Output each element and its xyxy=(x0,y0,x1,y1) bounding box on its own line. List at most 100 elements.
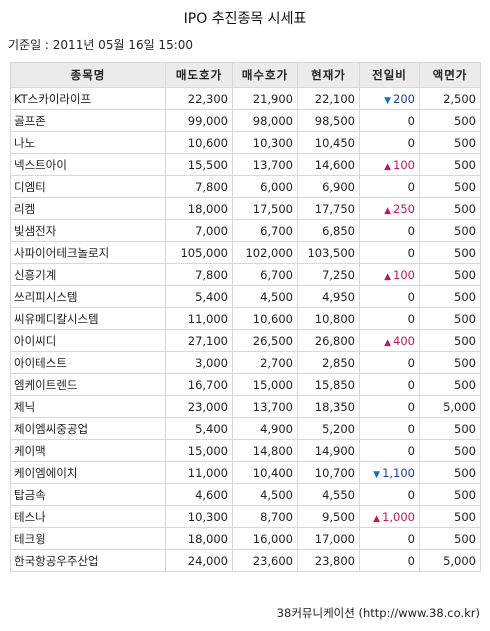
stock-name: 엠케이트렌드 xyxy=(10,373,166,396)
price-change: 0 xyxy=(408,444,415,458)
source-credit: 38커뮤니케이션 (http://www.38.co.kr) xyxy=(276,606,480,620)
price-change: 0 xyxy=(408,246,415,260)
price-change-cell: ▲ 1,000 xyxy=(359,505,420,528)
bid-price: 2,700 xyxy=(232,351,298,374)
stock-name: 아이테스트 xyxy=(10,351,166,374)
current-price: 6,850 xyxy=(297,219,360,242)
price-change: 0 xyxy=(408,422,415,436)
ask-price: 99,000 xyxy=(165,109,233,132)
price-change-value: 100 xyxy=(393,157,415,172)
price-change-cell: 0 xyxy=(359,219,420,242)
ask-price: 18,000 xyxy=(165,197,233,220)
bid-price: 10,400 xyxy=(232,461,298,484)
ask-price: 18,000 xyxy=(165,527,233,550)
table-row: 리켐 18,000 17,500 17,750 ▲ 250 500 xyxy=(10,197,481,220)
price-change: 0 xyxy=(408,356,415,370)
price-change-value: 0 xyxy=(407,443,415,458)
par-value: 5,000 xyxy=(419,549,481,572)
price-change: 0 xyxy=(408,400,415,414)
table-row: 아이씨디 27,100 26,500 26,800 ▲ 400 500 xyxy=(10,329,481,352)
ask-price: 11,000 xyxy=(165,461,233,484)
ask-price: 22,300 xyxy=(165,87,233,110)
price-change-value: 200 xyxy=(393,91,415,106)
stock-name: 케이엠에이치 xyxy=(10,461,166,484)
par-value: 500 xyxy=(419,527,481,550)
stock-name: 신흥기계 xyxy=(10,263,166,286)
par-value: 500 xyxy=(419,307,481,330)
up-triangle-icon: ▲ xyxy=(384,271,392,282)
price-change-cell: 0 xyxy=(359,439,420,462)
ask-price: 10,300 xyxy=(165,505,233,528)
stock-name: 테크윙 xyxy=(10,527,166,550)
bid-price: 8,700 xyxy=(232,505,298,528)
par-value: 500 xyxy=(419,505,481,528)
table-row: 테스나 10,300 8,700 9,500 ▲ 1,000 500 xyxy=(10,505,481,528)
price-change-value: 400 xyxy=(393,333,415,348)
header-par: 액면가 xyxy=(419,62,481,88)
header-bid: 매수호가 xyxy=(232,62,298,88)
table-row: 빛샘전자 7,000 6,700 6,850 0 500 xyxy=(10,219,481,242)
price-change-value: 100 xyxy=(393,267,415,282)
price-change-cell: 0 xyxy=(359,351,420,374)
base-date: 기준일 : 2011년 05월 16일 15:00 xyxy=(8,38,194,52)
current-price: 9,500 xyxy=(297,505,360,528)
bid-price: 4,900 xyxy=(232,417,298,440)
price-change-value: 0 xyxy=(407,487,415,502)
bid-price: 21,900 xyxy=(232,87,298,110)
up-triangle-icon: ▲ xyxy=(384,205,392,216)
header-current: 현재가 xyxy=(297,62,360,88)
current-price: 7,250 xyxy=(297,263,360,286)
bid-price: 14,800 xyxy=(232,439,298,462)
table-row: 넥스트아이 15,500 13,700 14,600 ▲ 100 500 xyxy=(10,153,481,176)
price-change-value: 0 xyxy=(407,399,415,414)
price-change-cell: ▲ 100 xyxy=(359,153,420,176)
price-change: 0 xyxy=(408,378,415,392)
ask-price: 3,000 xyxy=(165,351,233,374)
bid-price: 15,000 xyxy=(232,373,298,396)
table-row: 케이엠에이치 11,000 10,400 10,700 ▼ 1,100 500 xyxy=(10,461,481,484)
par-value: 500 xyxy=(419,417,481,440)
price-change: 0 xyxy=(408,554,415,568)
ask-price: 7,800 xyxy=(165,175,233,198)
bid-price: 98,000 xyxy=(232,109,298,132)
price-change-cell: 0 xyxy=(359,307,420,330)
par-value: 500 xyxy=(419,373,481,396)
table-row: 제이엠씨중공업 5,400 4,900 5,200 0 500 xyxy=(10,417,481,440)
price-change: 0 xyxy=(408,224,415,238)
stock-name: 테스나 xyxy=(10,505,166,528)
par-value: 500 xyxy=(419,175,481,198)
down-triangle-icon: ▼ xyxy=(384,95,392,106)
table-row: 아이테스트 3,000 2,700 2,850 0 500 xyxy=(10,351,481,374)
price-change: ▲ 400 xyxy=(384,334,415,348)
current-price: 18,350 xyxy=(297,395,360,418)
price-change: 0 xyxy=(408,180,415,194)
price-change-value: 1,000 xyxy=(382,509,415,524)
ipo-quote-table: 종목명 매도호가 매수호가 현재가 전일비 액면가 KT스카이라이프 22,300… xyxy=(10,62,481,572)
table-row: 골프존 99,000 98,000 98,500 0 500 xyxy=(10,109,481,132)
bid-price: 17,500 xyxy=(232,197,298,220)
ask-price: 4,600 xyxy=(165,483,233,506)
par-value: 500 xyxy=(419,109,481,132)
price-change-value: 0 xyxy=(407,113,415,128)
table-header-row: 종목명 매도호가 매수호가 현재가 전일비 액면가 xyxy=(10,62,481,88)
price-change-cell: 0 xyxy=(359,527,420,550)
stock-name: 탑금속 xyxy=(10,483,166,506)
stock-name: 사파이어테크놀로지 xyxy=(10,241,166,264)
up-triangle-icon: ▲ xyxy=(384,161,392,172)
stock-name: KT스카이라이프 xyxy=(10,87,166,110)
price-change-cell: 0 xyxy=(359,131,420,154)
par-value: 500 xyxy=(419,439,481,462)
table-row: 신흥기계 7,800 6,700 7,250 ▲ 100 500 xyxy=(10,263,481,286)
stock-name: 리켐 xyxy=(10,197,166,220)
bid-price: 102,000 xyxy=(232,241,298,264)
bid-price: 6,700 xyxy=(232,219,298,242)
price-change: ▲ 100 xyxy=(384,268,415,282)
ask-price: 15,000 xyxy=(165,439,233,462)
stock-name: 디엠티 xyxy=(10,175,166,198)
price-change-value: 0 xyxy=(407,377,415,392)
bid-price: 10,300 xyxy=(232,131,298,154)
par-value: 500 xyxy=(419,197,481,220)
price-change: 0 xyxy=(408,488,415,502)
ask-price: 10,600 xyxy=(165,131,233,154)
ask-price: 7,800 xyxy=(165,263,233,286)
